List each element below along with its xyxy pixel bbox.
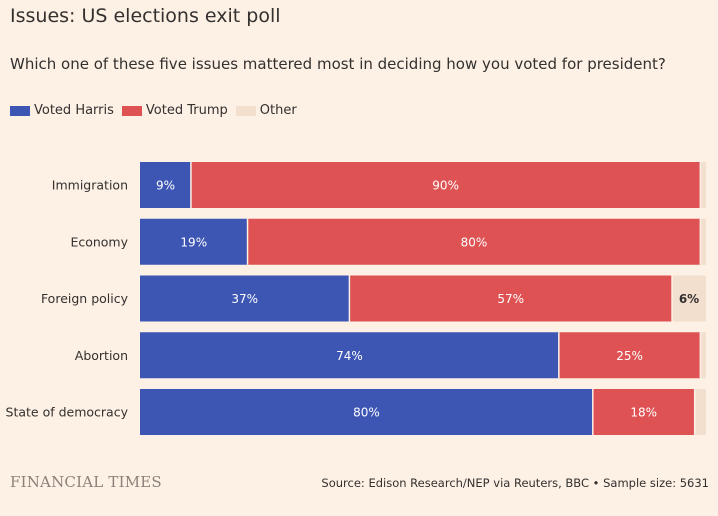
legend-label-other: Other bbox=[259, 103, 297, 118]
bar-segment-voted-harris bbox=[140, 275, 350, 322]
legend-label-harris: Voted Harris bbox=[34, 103, 114, 118]
source-note: Source: Edison Research/NEP via Reuters,… bbox=[321, 476, 709, 490]
category-label: Economy bbox=[70, 234, 128, 249]
bar-segment-other bbox=[700, 332, 706, 379]
legend-item-trump: Voted Trump bbox=[121, 103, 228, 118]
data-label: 9% bbox=[156, 179, 175, 193]
data-label: 74% bbox=[336, 349, 363, 363]
legend-label-trump: Voted Trump bbox=[145, 103, 228, 118]
legend-swatch-harris bbox=[10, 105, 30, 116]
bar-segment-voted-trump bbox=[349, 275, 673, 322]
legend-swatch-trump bbox=[121, 105, 142, 116]
data-label: 80% bbox=[461, 235, 488, 249]
ft-logo: FINANCIAL TIMES bbox=[10, 473, 162, 491]
data-label: 37% bbox=[231, 292, 258, 306]
legend-swatch-other bbox=[235, 105, 256, 116]
bar-segment-other bbox=[700, 218, 706, 265]
bar-segment-voted-harris bbox=[140, 332, 559, 379]
bar-segment-other bbox=[700, 162, 706, 208]
category-label: State of democracy bbox=[6, 405, 129, 420]
bar-segment-voted-harris bbox=[140, 389, 593, 435]
category-label: Abortion bbox=[75, 348, 128, 363]
bar-segment-voted-trump bbox=[247, 218, 701, 265]
bar-segment-other bbox=[694, 389, 706, 435]
bar-segment-voted-trump bbox=[592, 389, 695, 435]
chart-title: Issues: US elections exit poll bbox=[10, 5, 281, 27]
data-label: 18% bbox=[630, 406, 657, 420]
legend-item-other: Other bbox=[235, 103, 297, 118]
bar-segment-other bbox=[672, 275, 706, 322]
legend: Voted Harris Voted Trump Other bbox=[10, 103, 305, 118]
data-label: 80% bbox=[353, 406, 380, 420]
bar-segment-voted-harris bbox=[140, 218, 248, 265]
data-label: 57% bbox=[497, 292, 524, 306]
bar-segment-voted-harris bbox=[140, 162, 191, 208]
data-label: 19% bbox=[180, 235, 207, 249]
data-label: 6% bbox=[679, 292, 699, 306]
bar-segment-voted-trump bbox=[558, 332, 701, 379]
data-label: 25% bbox=[616, 349, 643, 363]
bar-segment-voted-trump bbox=[190, 162, 701, 208]
category-label: Foreign policy bbox=[41, 291, 129, 306]
chart-subtitle: Which one of these five issues mattered … bbox=[10, 55, 666, 73]
data-label: 90% bbox=[432, 179, 459, 193]
legend-item-harris: Voted Harris bbox=[10, 103, 114, 118]
category-label: Immigration bbox=[52, 178, 128, 193]
